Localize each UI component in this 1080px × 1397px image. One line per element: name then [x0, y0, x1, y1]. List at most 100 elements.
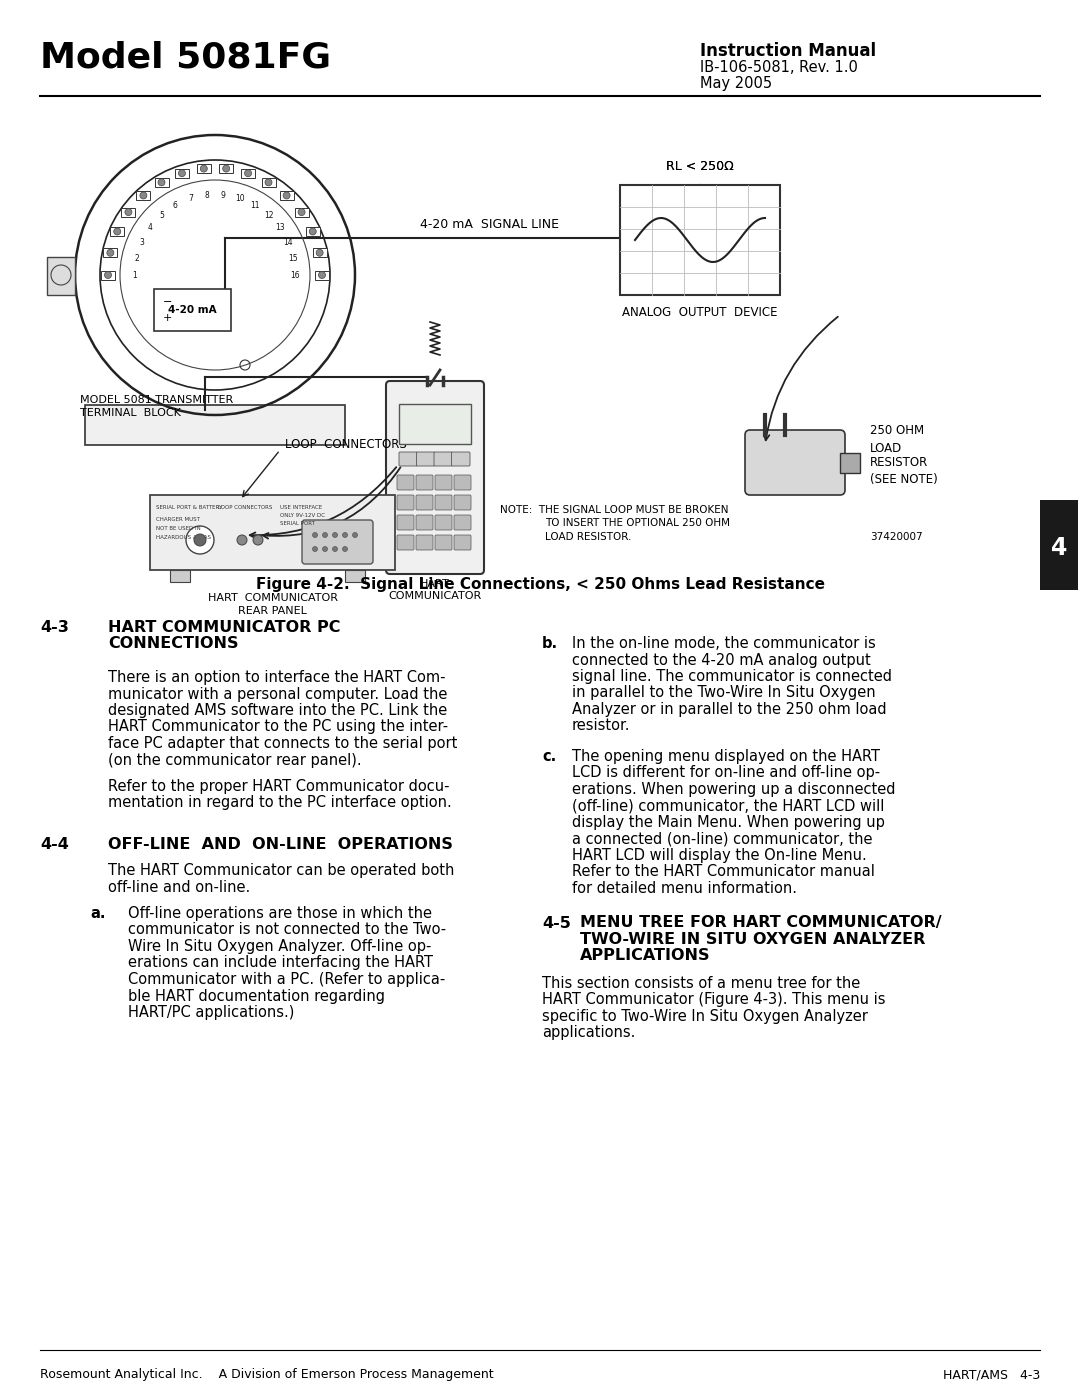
Text: IB-106-5081, Rev. 1.0: IB-106-5081, Rev. 1.0: [700, 60, 858, 75]
Text: off-line and on-line.: off-line and on-line.: [108, 880, 251, 894]
Circle shape: [200, 165, 207, 172]
Circle shape: [100, 161, 330, 390]
Text: 14: 14: [283, 237, 293, 247]
Text: APPLICATIONS: APPLICATIONS: [580, 947, 711, 963]
Circle shape: [309, 228, 316, 235]
Text: HART/PC applications.): HART/PC applications.): [129, 1004, 295, 1020]
Text: USE INTERFACE: USE INTERFACE: [280, 504, 322, 510]
Text: 9: 9: [221, 191, 226, 200]
FancyBboxPatch shape: [397, 475, 414, 490]
Circle shape: [319, 271, 325, 278]
Text: RESISTOR: RESISTOR: [870, 457, 928, 469]
Text: HART COMMUNICATOR PC: HART COMMUNICATOR PC: [108, 620, 340, 636]
Text: Off-line operations are those in which the: Off-line operations are those in which t…: [129, 907, 432, 921]
Text: b.: b.: [542, 636, 558, 651]
Text: MODEL 5081 TRANSMITTER: MODEL 5081 TRANSMITTER: [80, 395, 233, 405]
Text: display the Main Menu. When powering up: display the Main Menu. When powering up: [572, 814, 885, 830]
FancyBboxPatch shape: [85, 405, 345, 446]
Text: NOT BE USED IN: NOT BE USED IN: [156, 527, 201, 531]
Text: ble HART documentation regarding: ble HART documentation regarding: [129, 989, 384, 1003]
FancyBboxPatch shape: [416, 495, 433, 510]
Circle shape: [194, 534, 206, 546]
Circle shape: [333, 546, 337, 552]
Circle shape: [105, 271, 111, 278]
Text: 7: 7: [188, 194, 192, 204]
Text: 4-4: 4-4: [40, 837, 69, 852]
Text: designated AMS software into the PC. Link the: designated AMS software into the PC. Lin…: [108, 703, 447, 718]
FancyBboxPatch shape: [102, 271, 114, 279]
FancyBboxPatch shape: [197, 163, 211, 173]
Circle shape: [342, 546, 348, 552]
Text: 5: 5: [159, 211, 164, 221]
Text: ONLY 9V-12V DC: ONLY 9V-12V DC: [280, 513, 325, 518]
FancyBboxPatch shape: [175, 169, 189, 177]
Text: applications.: applications.: [542, 1025, 635, 1039]
FancyBboxPatch shape: [302, 520, 373, 564]
Circle shape: [107, 249, 113, 256]
Text: communicator is not connected to the Two-: communicator is not connected to the Two…: [129, 922, 446, 937]
Circle shape: [316, 249, 323, 256]
Text: Communicator with a PC. (Refer to applica-: Communicator with a PC. (Refer to applic…: [129, 972, 445, 988]
Text: 8: 8: [204, 191, 210, 200]
Text: (on the communicator rear panel).: (on the communicator rear panel).: [108, 753, 362, 767]
Text: in parallel to the Two-Wire In Situ Oxygen: in parallel to the Two-Wire In Situ Oxyg…: [572, 686, 876, 700]
Text: +: +: [163, 313, 173, 323]
Text: REAR PANEL: REAR PANEL: [238, 606, 307, 616]
Circle shape: [140, 191, 147, 198]
Text: mentation in regard to the PC interface option.: mentation in regard to the PC interface …: [108, 795, 451, 810]
FancyBboxPatch shape: [397, 495, 414, 510]
Text: 4: 4: [148, 224, 152, 232]
Circle shape: [323, 546, 327, 552]
Text: Refer to the HART Communicator manual: Refer to the HART Communicator manual: [572, 865, 875, 880]
Text: TWO-WIRE IN SITU OXYGEN ANALYZER: TWO-WIRE IN SITU OXYGEN ANALYZER: [580, 932, 926, 947]
Text: 37420007: 37420007: [870, 532, 922, 542]
FancyBboxPatch shape: [745, 430, 845, 495]
Text: SERIAL PORT: SERIAL PORT: [280, 521, 315, 527]
Text: 15: 15: [288, 254, 298, 263]
FancyBboxPatch shape: [345, 570, 365, 583]
FancyBboxPatch shape: [104, 249, 118, 257]
FancyBboxPatch shape: [154, 177, 168, 187]
Text: erations can include interfacing the HART: erations can include interfacing the HAR…: [129, 956, 433, 971]
FancyBboxPatch shape: [454, 495, 471, 510]
Text: The HART Communicator can be operated both: The HART Communicator can be operated bo…: [108, 863, 455, 877]
Circle shape: [283, 191, 291, 198]
Circle shape: [298, 208, 305, 215]
Circle shape: [125, 208, 132, 215]
Text: HART LCD will display the On-line Menu.: HART LCD will display the On-line Menu.: [572, 848, 867, 863]
Text: In the on-line mode, the communicator is: In the on-line mode, the communicator is: [572, 636, 876, 651]
Text: TERMINAL  BLOCK: TERMINAL BLOCK: [80, 408, 180, 418]
Text: a connected (on-line) communicator, the: a connected (on-line) communicator, the: [572, 831, 873, 847]
Text: specific to Two-Wire In Situ Oxygen Analyzer: specific to Two-Wire In Situ Oxygen Anal…: [542, 1009, 868, 1024]
FancyBboxPatch shape: [416, 475, 433, 490]
Text: OFF-LINE  AND  ON-LINE  OPERATIONS: OFF-LINE AND ON-LINE OPERATIONS: [108, 837, 453, 852]
Text: 4-3: 4-3: [40, 620, 69, 636]
Text: 4-20 mA: 4-20 mA: [168, 305, 217, 314]
Circle shape: [222, 165, 230, 172]
FancyBboxPatch shape: [416, 515, 433, 529]
Text: 4-20 mA  SIGNAL LINE: 4-20 mA SIGNAL LINE: [420, 218, 559, 231]
Text: face PC adapter that connects to the serial port: face PC adapter that connects to the ser…: [108, 736, 457, 752]
FancyBboxPatch shape: [386, 381, 484, 574]
Circle shape: [113, 228, 121, 235]
FancyBboxPatch shape: [417, 453, 435, 467]
Text: RL < 250Ω: RL < 250Ω: [666, 161, 734, 173]
FancyBboxPatch shape: [48, 257, 75, 295]
FancyBboxPatch shape: [1040, 500, 1078, 590]
FancyBboxPatch shape: [620, 184, 780, 295]
Text: HART: HART: [420, 578, 450, 590]
FancyBboxPatch shape: [435, 475, 453, 490]
FancyBboxPatch shape: [280, 191, 294, 200]
Text: Analyzer or in parallel to the 250 ohm load: Analyzer or in parallel to the 250 ohm l…: [572, 703, 887, 717]
Text: 11: 11: [251, 201, 260, 210]
Circle shape: [265, 179, 272, 186]
Circle shape: [323, 532, 327, 538]
FancyBboxPatch shape: [399, 404, 471, 444]
Text: CHARGER MUST: CHARGER MUST: [156, 517, 200, 522]
Text: HART/AMS   4-3: HART/AMS 4-3: [943, 1368, 1040, 1382]
Text: This section consists of a menu tree for the: This section consists of a menu tree for…: [542, 975, 861, 990]
FancyBboxPatch shape: [241, 169, 255, 177]
FancyBboxPatch shape: [435, 535, 453, 550]
Text: municator with a personal computer. Load the: municator with a personal computer. Load…: [108, 686, 447, 701]
Text: LCD is different for on-line and off-line op-: LCD is different for on-line and off-lin…: [572, 766, 880, 781]
